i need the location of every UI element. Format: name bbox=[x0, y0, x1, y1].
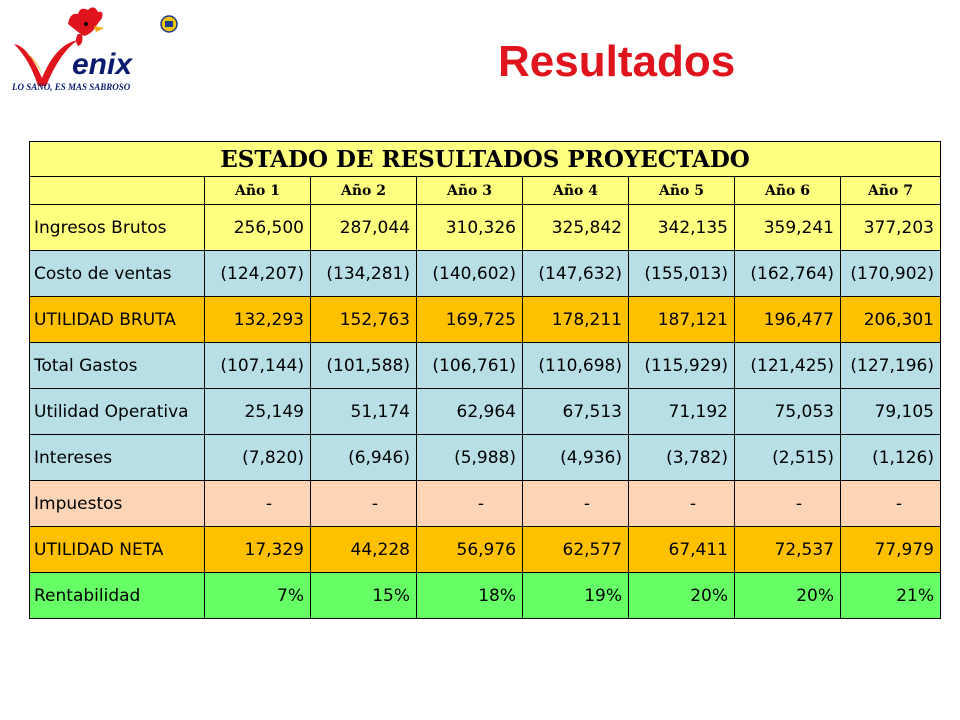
row-label: Impuestos bbox=[29, 480, 205, 527]
value-cell: 77,979 bbox=[840, 526, 941, 573]
table-row: Utilidad Operativa 25,149 51,174 62,964 67,5… bbox=[29, 388, 941, 435]
value-cell: 206,301 bbox=[840, 296, 941, 343]
venix-logo: enix LO SANO, ES MAS SABROSO bbox=[11, 7, 178, 92]
value-cell: 325,842 bbox=[522, 204, 629, 251]
value-cell: 56,976 bbox=[416, 526, 523, 573]
value-cell: (3,782) bbox=[628, 434, 735, 481]
value-cell: (162,764) bbox=[734, 250, 841, 297]
value-cell: 79,105 bbox=[840, 388, 941, 435]
logo-wordmark: enix bbox=[72, 48, 133, 81]
table-title: ESTADO DE RESULTADOS PROYECTADO bbox=[29, 141, 941, 177]
value-cell: (5,988) bbox=[416, 434, 523, 481]
table-row: Impuestos - - - - - - - bbox=[29, 480, 941, 527]
year-header: Año 3 bbox=[416, 176, 523, 205]
value-cell: 256,500 bbox=[204, 204, 311, 251]
value-cell: 359,241 bbox=[734, 204, 841, 251]
value-cell: 377,203 bbox=[840, 204, 941, 251]
logo-tagline: LO SANO, ES MAS SABROSO bbox=[11, 82, 131, 92]
table-row: UTILIDAD NETA 17,329 44,228 56,976 62,577 67,… bbox=[29, 526, 941, 573]
row-label: Rentabilidad bbox=[29, 572, 205, 619]
value-cell: 67,411 bbox=[628, 526, 735, 573]
seal-icon bbox=[160, 15, 178, 33]
value-cell: - bbox=[416, 480, 523, 527]
value-cell: 75,053 bbox=[734, 388, 841, 435]
value-cell: 15% bbox=[310, 572, 417, 619]
value-cell: - bbox=[734, 480, 841, 527]
value-cell: 20% bbox=[734, 572, 841, 619]
value-cell: 342,135 bbox=[628, 204, 735, 251]
row-label: UTILIDAD BRUTA bbox=[29, 296, 205, 343]
value-cell: 21% bbox=[840, 572, 941, 619]
value-cell: (2,515) bbox=[734, 434, 841, 481]
value-cell: 25,149 bbox=[204, 388, 311, 435]
income-statement-table: ESTADO DE RESULTADOS PROYECTADO Año 1 Año… bbox=[29, 141, 941, 619]
year-header: Año 4 bbox=[522, 176, 629, 205]
value-cell: 71,192 bbox=[628, 388, 735, 435]
value-cell: (147,632) bbox=[522, 250, 629, 297]
value-cell: 169,725 bbox=[416, 296, 523, 343]
value-cell: (107,144) bbox=[204, 342, 311, 389]
value-cell: - bbox=[204, 480, 311, 527]
value-cell: 7% bbox=[204, 572, 311, 619]
value-cell: (127,196) bbox=[840, 342, 941, 389]
row-label: Costo de ventas bbox=[29, 250, 205, 297]
value-cell: (134,281) bbox=[310, 250, 417, 297]
value-cell: - bbox=[310, 480, 417, 527]
rooster-icon bbox=[68, 7, 104, 46]
value-cell: 287,044 bbox=[310, 204, 417, 251]
value-cell: 152,763 bbox=[310, 296, 417, 343]
value-cell: 62,577 bbox=[522, 526, 629, 573]
table-row: Intereses (7,820) (6,946) (5,988) (4,936) (3,… bbox=[29, 434, 941, 481]
value-cell: (7,820) bbox=[204, 434, 311, 481]
year-header: Año 1 bbox=[204, 176, 311, 205]
value-cell: 17,329 bbox=[204, 526, 311, 573]
row-label: Intereses bbox=[29, 434, 205, 481]
value-cell: (170,902) bbox=[840, 250, 941, 297]
value-cell: 51,174 bbox=[310, 388, 417, 435]
table-row: Rentabilidad 7% 15% 18% 19% 20% 20% 21% bbox=[29, 572, 941, 619]
value-cell: 18% bbox=[416, 572, 523, 619]
value-cell: 132,293 bbox=[204, 296, 311, 343]
value-cell: (6,946) bbox=[310, 434, 417, 481]
year-header: Año 5 bbox=[628, 176, 735, 205]
page-title: Resultados bbox=[498, 37, 736, 86]
value-cell: (101,588) bbox=[310, 342, 417, 389]
value-cell: - bbox=[840, 480, 941, 527]
value-cell: 196,477 bbox=[734, 296, 841, 343]
value-cell: 72,537 bbox=[734, 526, 841, 573]
value-cell: 187,121 bbox=[628, 296, 735, 343]
year-header: Año 6 bbox=[734, 176, 841, 205]
value-cell: (121,425) bbox=[734, 342, 841, 389]
row-label: Total Gastos bbox=[29, 342, 205, 389]
value-cell: 67,513 bbox=[522, 388, 629, 435]
value-cell: (115,929) bbox=[628, 342, 735, 389]
table-row: UTILIDAD BRUTA 132,293 152,763 169,725 178,2… bbox=[29, 296, 941, 343]
table-row: Total Gastos (107,144) (101,588) (106,761)(… bbox=[29, 342, 941, 389]
value-cell: (110,698) bbox=[522, 342, 629, 389]
value-cell: (124,207) bbox=[204, 250, 311, 297]
value-cell: 310,326 bbox=[416, 204, 523, 251]
value-cell: (1,126) bbox=[840, 434, 941, 481]
value-cell: 178,211 bbox=[522, 296, 629, 343]
row-label: UTILIDAD NETA bbox=[29, 526, 205, 573]
empty-header-cell bbox=[29, 176, 205, 205]
row-label: Utilidad Operativa bbox=[29, 388, 205, 435]
value-cell: 44,228 bbox=[310, 526, 417, 573]
row-label: Ingresos Brutos bbox=[29, 204, 205, 251]
value-cell: 19% bbox=[522, 572, 629, 619]
table-row: Costo de ventas (124,207) (134,281) (140,60… bbox=[29, 250, 941, 297]
table-row: Ingresos Brutos 256,500 287,044 310,326 325,… bbox=[29, 204, 941, 251]
value-cell: - bbox=[522, 480, 629, 527]
year-header: Año 7 bbox=[840, 176, 941, 205]
year-header: Año 2 bbox=[310, 176, 417, 205]
value-cell: - bbox=[628, 480, 735, 527]
value-cell: (4,936) bbox=[522, 434, 629, 481]
value-cell: 62,964 bbox=[416, 388, 523, 435]
value-cell: 20% bbox=[628, 572, 735, 619]
value-cell: (140,602) bbox=[416, 250, 523, 297]
value-cell: (155,013) bbox=[628, 250, 735, 297]
value-cell: (106,761) bbox=[416, 342, 523, 389]
